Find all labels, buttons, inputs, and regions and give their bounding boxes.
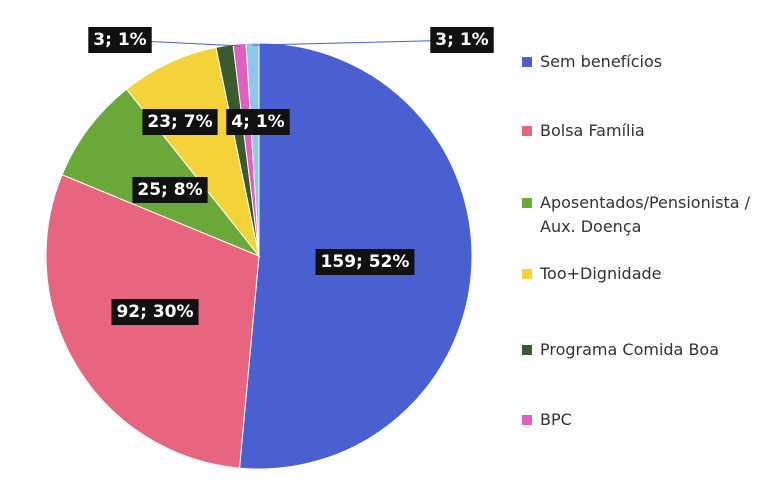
- data-label-text: 3; 1%: [93, 30, 146, 50]
- label-bg: [111, 299, 199, 325]
- data-label-text: 23; 7%: [147, 112, 212, 132]
- data-label-text: 25; 8%: [137, 180, 202, 200]
- legend-swatch: [522, 415, 532, 425]
- label-bg: [315, 249, 415, 275]
- legend-swatch: [522, 345, 532, 355]
- pie-slice: [125, 46, 260, 257]
- legend-item: Aposentados/Pensionista / Aux. Doença: [522, 191, 762, 239]
- data-label-text: 4; 1%: [231, 112, 284, 132]
- legend-swatch: [522, 57, 532, 67]
- data-label-text: 3; 1%: [435, 30, 488, 50]
- legend-label: BPC: [540, 410, 572, 429]
- data-label: 3; 1%: [88, 27, 152, 53]
- data-label: 4; 1%: [226, 109, 290, 135]
- label-bg: [430, 27, 494, 53]
- label-bg: [226, 109, 290, 135]
- data-label: 159; 52%: [315, 249, 415, 275]
- legend-label: Programa Comida Boa: [540, 340, 720, 359]
- legend-label: Aposentados/Pensionista / Aux. Doença: [540, 193, 751, 236]
- legend-label: Sem benefícios: [540, 52, 663, 71]
- data-label: 23; 7%: [142, 109, 218, 135]
- data-label: 92; 30%: [111, 299, 199, 325]
- legend-item: Sem benefícios: [522, 50, 762, 74]
- legend-item: BPC: [522, 408, 762, 432]
- pie-slice: [245, 42, 260, 257]
- legend-swatch: [522, 198, 532, 208]
- label-bg: [142, 109, 218, 135]
- data-label: 25; 8%: [132, 177, 208, 203]
- legend-label: Bolsa Família: [540, 121, 645, 140]
- legend-swatch: [522, 269, 532, 279]
- legend-label: Too+Dignidade: [540, 264, 662, 283]
- legend-item: Bolsa Família: [522, 119, 762, 143]
- data-label-text: 159; 52%: [321, 252, 410, 272]
- legend-swatch: [522, 126, 532, 136]
- pie-slice: [61, 88, 261, 258]
- label-bg: [132, 177, 208, 203]
- data-label-text: 92; 30%: [116, 302, 193, 322]
- leader-line: [252, 39, 463, 46]
- label-bg: [88, 27, 152, 53]
- data-label: 3; 1%: [430, 27, 494, 53]
- legend-item: Too+Dignidade: [522, 262, 762, 286]
- legend-item: Programa Comida Boa: [522, 338, 762, 362]
